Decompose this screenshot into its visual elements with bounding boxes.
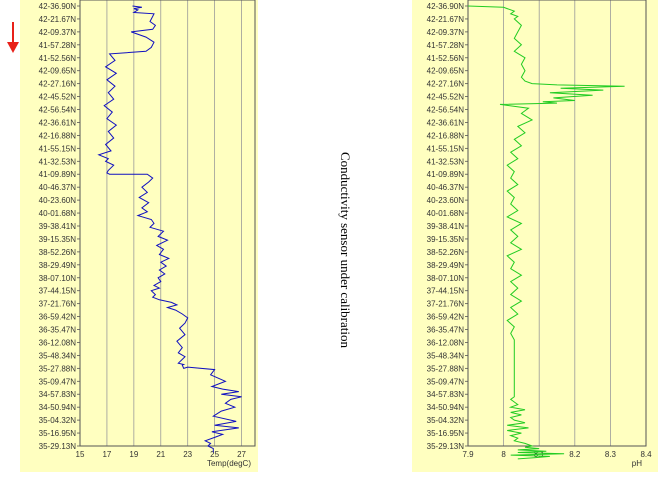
ytick-label-ph-7: 42-45.52N (427, 93, 465, 102)
ytick-label-ph-22: 37-44.15N (427, 287, 465, 296)
ytick-label-ph-5: 42-09.65N (427, 67, 465, 76)
ytick-label-ph-25: 36-35.47N (427, 326, 465, 335)
ytick-label-ph-26: 36-12.08N (427, 338, 465, 347)
ytick-label-ph-10: 42-16.88N (427, 131, 465, 140)
ytick-label-temp-32: 35-04.32N (39, 416, 77, 425)
ytick-label-ph-27: 35-48.34N (427, 351, 465, 360)
xtick-label-temp-2: 19 (129, 450, 138, 459)
xtick-label-temp-0: 15 (76, 450, 85, 459)
ytick-label-temp-18: 39-15.35N (39, 235, 77, 244)
ytick-label-ph-13: 41-09.89N (427, 170, 465, 179)
ytick-label-temp-24: 36-59.42N (39, 313, 77, 322)
temp-panel-background (20, 0, 258, 472)
ytick-label-ph-14: 40-46.37N (427, 183, 465, 192)
ytick-label-ph-30: 34-57.83N (427, 390, 465, 399)
ph-chart: 42-36.90N 42-21.67N 42-09.37N 41-57.28N 41-5… (427, 0, 652, 468)
ytick-label-ph-3: 41-57.28N (427, 41, 465, 50)
ytick-label-temp-2: 42-09.37N (39, 28, 77, 37)
ytick-label-temp-28: 35-27.88N (39, 364, 77, 373)
ph-panel-background (412, 0, 658, 472)
ytick-label-ph-12: 41-32.53N (427, 157, 465, 166)
ytick-label-ph-6: 42-27.16N (427, 80, 465, 89)
ytick-label-temp-12: 41-32.53N (39, 157, 77, 166)
ytick-label-temp-9: 42-36.61N (39, 118, 77, 127)
xtick-label-ph-4: 8.3 (605, 450, 617, 459)
down-arrow-icon (7, 22, 19, 53)
xtick-label-temp-6: 27 (237, 450, 246, 459)
series-line-temp-0 (97, 5, 242, 453)
plot-border-temp (79, 0, 256, 447)
ytick-label-ph-34: 35-29.13N (427, 442, 465, 451)
xtick-label-temp-3: 21 (156, 450, 165, 459)
ytick-label-temp-34: 35-29.13N (39, 442, 77, 451)
ytick-label-temp-27: 35-48.34N (39, 351, 77, 360)
ytick-label-ph-9: 42-36.61N (427, 118, 465, 127)
xaxis-label-ph: pH (632, 459, 642, 468)
ytick-label-ph-15: 40-23.60N (427, 196, 465, 205)
xtick-label-temp-5: 25 (210, 450, 219, 459)
ytick-label-ph-18: 39-15.35N (427, 235, 465, 244)
xaxis-label-temp: Temp(degC) (207, 459, 251, 468)
ytick-label-temp-19: 38-52.26N (39, 248, 77, 257)
ytick-label-ph-1: 42-21.67N (427, 15, 465, 24)
ytick-label-ph-29: 35-09.47N (427, 377, 465, 386)
ytick-label-ph-17: 39-38.41N (427, 222, 465, 231)
ytick-label-temp-29: 35-09.47N (39, 377, 77, 386)
ytick-label-temp-15: 40-23.60N (39, 196, 77, 205)
ytick-label-ph-31: 34-50.94N (427, 403, 465, 412)
xtick-label-ph-5: 8.4 (640, 450, 652, 459)
ytick-label-ph-21: 38-07.10N (427, 274, 465, 283)
ytick-label-temp-8: 42-56.54N (39, 106, 77, 115)
xtick-label-ph-0: 7.9 (462, 450, 474, 459)
ytick-label-temp-7: 42-45.52N (39, 93, 77, 102)
calibration-annotation: Conductivity sensor under calibration (338, 151, 353, 349)
plot-border-ph (467, 0, 647, 447)
ytick-label-temp-23: 37-21.76N (39, 300, 77, 309)
ytick-label-temp-11: 41-55.15N (39, 144, 77, 153)
ytick-label-ph-33: 35-16.95N (427, 429, 465, 438)
ytick-label-temp-22: 37-44.15N (39, 287, 77, 296)
ytick-label-ph-2: 42-09.37N (427, 28, 465, 37)
ytick-label-temp-25: 36-35.47N (39, 326, 77, 335)
ytick-label-ph-0: 42-36.90N (427, 2, 465, 11)
ytick-label-ph-28: 35-27.88N (427, 364, 465, 373)
ytick-label-temp-16: 40-01.68N (39, 209, 77, 218)
ytick-label-ph-16: 40-01.68N (427, 209, 465, 218)
ytick-label-ph-20: 38-29.49N (427, 261, 465, 270)
ytick-label-temp-26: 36-12.08N (39, 338, 77, 347)
temperature-chart: 42-36.90N 42-21.67N 42-09.37N 41-57.28N 41-5… (39, 0, 256, 468)
series-line-ph-0 (467, 5, 625, 460)
ytick-label-temp-6: 42-27.16N (39, 80, 77, 89)
ytick-label-temp-3: 41-57.28N (39, 41, 77, 50)
ytick-label-temp-1: 42-21.67N (39, 15, 77, 24)
ytick-label-temp-14: 40-46.37N (39, 183, 77, 192)
ytick-label-temp-5: 42-09.65N (39, 67, 77, 76)
xtick-label-temp-1: 17 (102, 450, 111, 459)
ytick-label-ph-19: 38-52.26N (427, 248, 465, 257)
ytick-label-temp-20: 38-29.49N (39, 261, 77, 270)
ytick-label-ph-4: 41-52.56N (427, 54, 465, 63)
ytick-label-ph-23: 37-21.76N (427, 300, 465, 309)
ytick-label-ph-32: 35-04.32N (427, 416, 465, 425)
ytick-label-temp-31: 34-50.94N (39, 403, 77, 412)
xtick-label-ph-3: 8.2 (569, 450, 581, 459)
xtick-label-temp-4: 23 (183, 450, 192, 459)
ytick-label-temp-13: 41-09.89N (39, 170, 77, 179)
ytick-label-temp-30: 34-57.83N (39, 390, 77, 399)
ytick-label-ph-24: 36-59.42N (427, 313, 465, 322)
ytick-label-ph-8: 42-56.54N (427, 106, 465, 115)
ytick-label-temp-17: 39-38.41N (39, 222, 77, 231)
ytick-label-temp-10: 42-16.88N (39, 131, 77, 140)
ytick-label-temp-4: 41-52.56N (39, 54, 77, 63)
ytick-label-ph-11: 41-55.15N (427, 144, 465, 153)
ytick-label-temp-21: 38-07.10N (39, 274, 77, 283)
ytick-label-temp-33: 35-16.95N (39, 429, 77, 438)
ytick-label-temp-0: 42-36.90N (39, 2, 77, 11)
down-arrow-head (7, 42, 19, 53)
xtick-label-ph-1: 8 (501, 450, 506, 459)
